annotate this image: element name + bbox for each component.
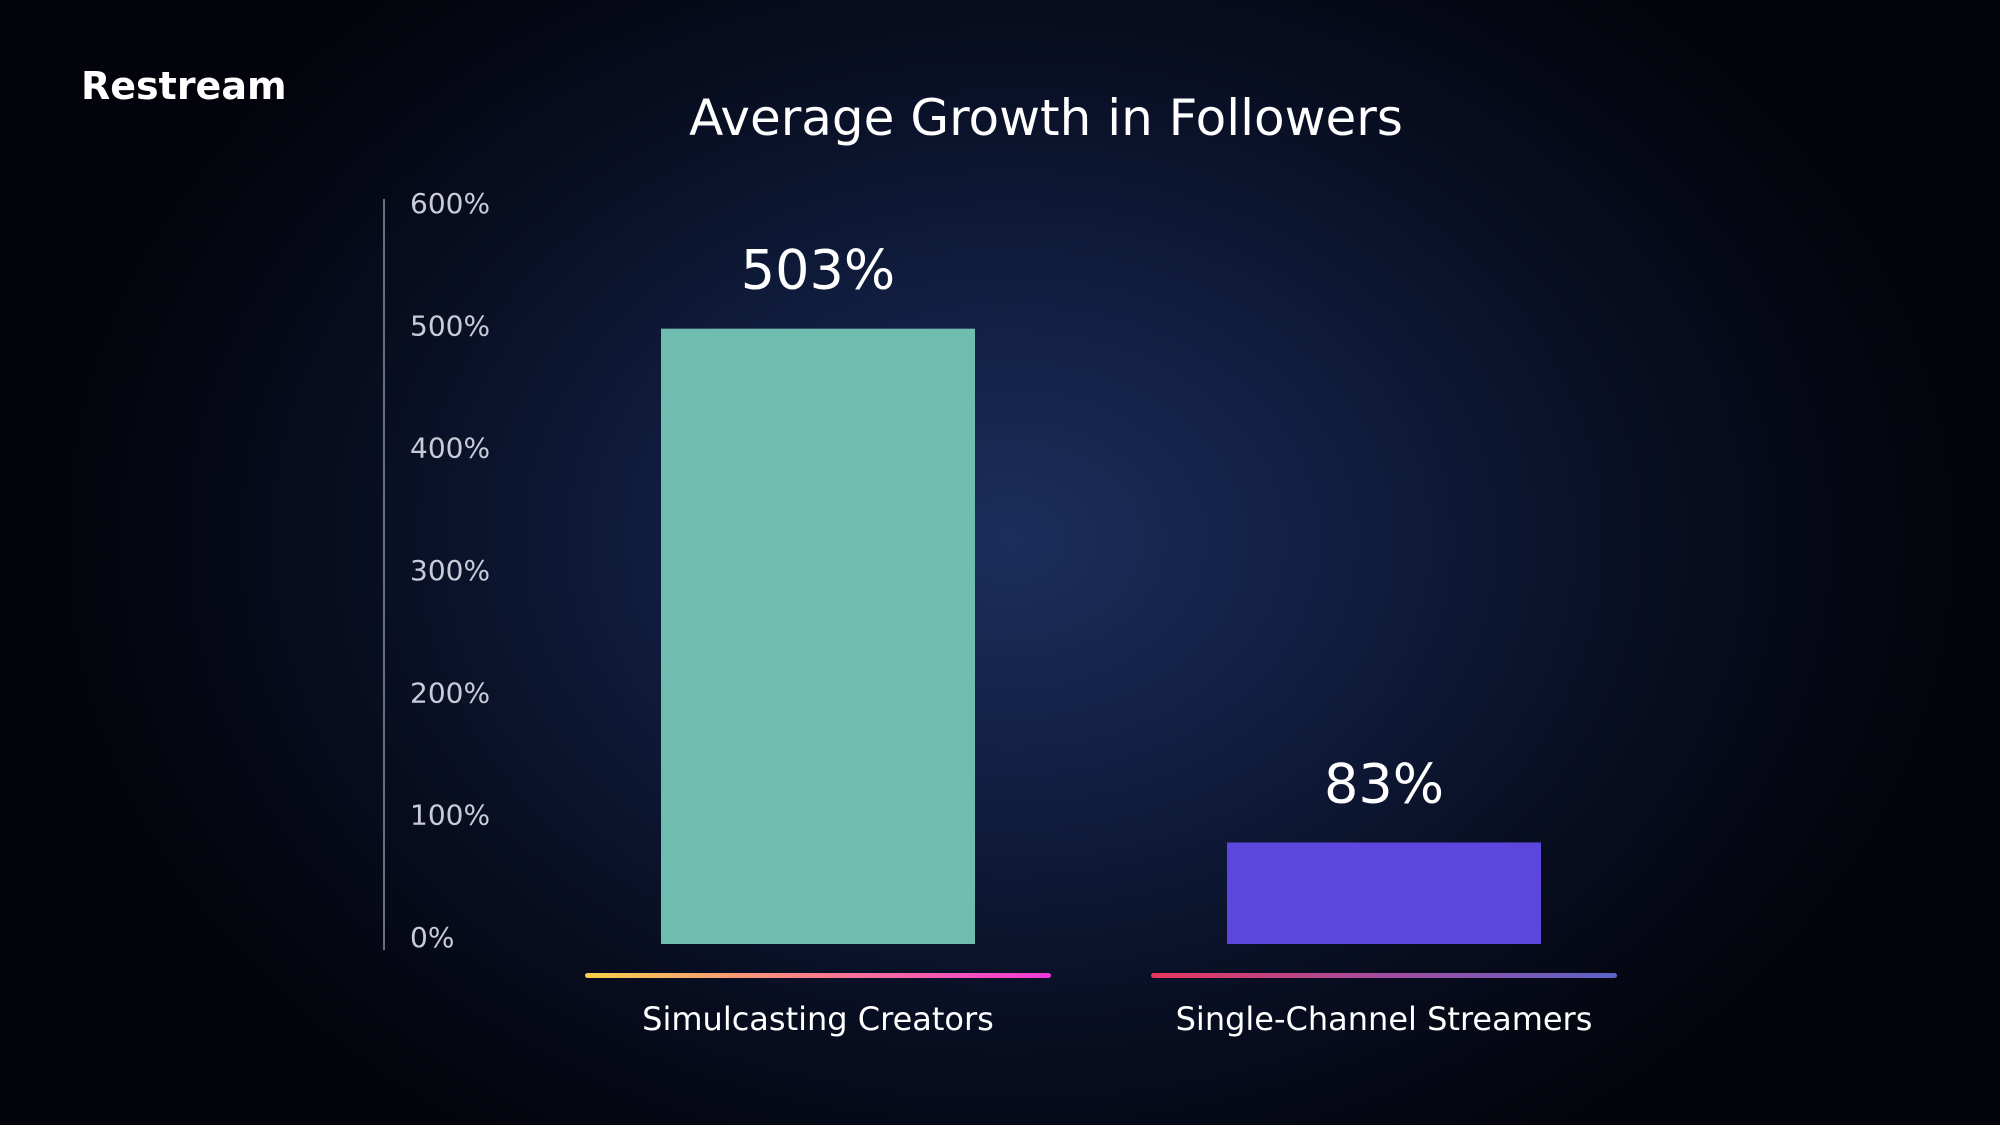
- y-tick-label: 400%: [410, 432, 490, 465]
- data-labels: 503% 83%: [741, 239, 1444, 816]
- bar-1: [1227, 842, 1541, 944]
- bars: [661, 328, 1541, 944]
- x-tick-label: Single-Channel Streamers: [1176, 1000, 1593, 1038]
- x-axis-labels: Simulcasting Creators Single-Channel Stre…: [642, 1000, 1592, 1038]
- data-label: 503%: [741, 239, 895, 302]
- brand-logo: Restream: [81, 64, 287, 108]
- y-tick-label: 300%: [410, 554, 490, 587]
- y-axis-ticks: 0% 100% 200% 300% 400% 500% 600%: [410, 187, 490, 954]
- y-tick-label: 600%: [410, 187, 490, 220]
- y-tick-label: 500%: [410, 309, 490, 342]
- y-tick-label: 0%: [410, 921, 454, 954]
- category-underlines: [585, 973, 1617, 978]
- category-underline: [1151, 973, 1617, 978]
- x-tick-label: Simulcasting Creators: [642, 1000, 994, 1038]
- bar-0: [661, 328, 975, 944]
- y-tick-label: 100%: [410, 799, 490, 832]
- chart-title: Average Growth in Followers: [689, 89, 1403, 147]
- category-underline: [585, 973, 1051, 978]
- y-tick-label: 200%: [410, 676, 490, 709]
- data-label: 83%: [1324, 752, 1444, 815]
